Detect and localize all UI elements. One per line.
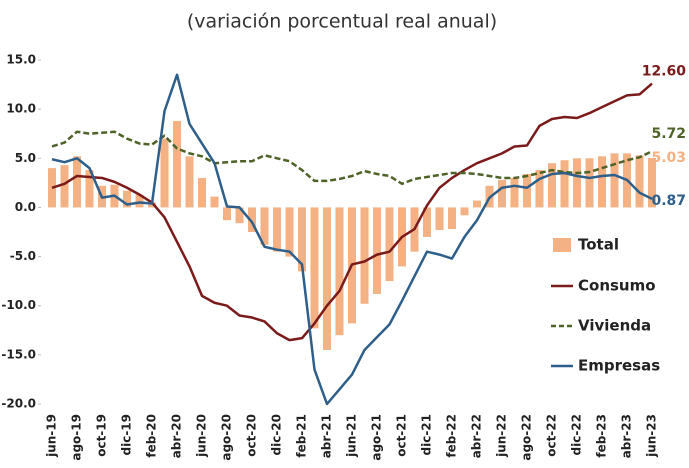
value-label: 5.72 bbox=[651, 126, 686, 142]
legend-swatch bbox=[553, 238, 571, 252]
bar bbox=[123, 190, 131, 208]
line-series bbox=[51, 130, 653, 186]
bar bbox=[160, 138, 169, 208]
bar bbox=[448, 207, 456, 230]
x-tick-label: jun-19 bbox=[45, 414, 59, 458]
bar bbox=[135, 194, 144, 208]
y-tick-label: 0.0 bbox=[15, 200, 36, 214]
bar bbox=[310, 207, 319, 329]
y-tick-label: -20.0 bbox=[1, 397, 36, 411]
x-tick-label: ago-19 bbox=[70, 414, 84, 461]
bar bbox=[298, 207, 306, 272]
x-tick-label: abr-20 bbox=[170, 414, 184, 458]
x-tick-label: oct-19 bbox=[95, 414, 109, 457]
bar bbox=[360, 207, 369, 304]
legend-label: Empresas bbox=[578, 357, 660, 375]
bar bbox=[423, 207, 431, 237]
x-tick-label: dic-21 bbox=[420, 414, 434, 456]
value-label: 0.87 bbox=[651, 193, 686, 209]
bar bbox=[335, 207, 344, 336]
y-tick-label: -5.0 bbox=[10, 249, 36, 263]
value-label: 12.60 bbox=[642, 64, 687, 80]
bar bbox=[248, 207, 256, 232]
bar bbox=[585, 158, 594, 208]
x-tick-label: jun-20 bbox=[195, 414, 209, 458]
y-tick-label: 5.0 bbox=[15, 151, 36, 165]
legend-label: Consumo bbox=[578, 277, 656, 295]
bar bbox=[260, 207, 269, 245]
x-tick-label: jun-21 bbox=[345, 414, 359, 458]
line-series bbox=[51, 73, 653, 406]
x-tick-label: ago-22 bbox=[520, 414, 534, 461]
bar bbox=[185, 156, 194, 208]
bar bbox=[198, 177, 206, 208]
bar bbox=[523, 174, 531, 208]
bar bbox=[60, 165, 69, 208]
bar bbox=[235, 207, 244, 224]
bar bbox=[610, 153, 619, 208]
bar bbox=[573, 158, 581, 208]
x-tick-label: feb-22 bbox=[445, 414, 459, 458]
bar bbox=[598, 156, 606, 208]
bar bbox=[648, 157, 656, 208]
bar bbox=[548, 163, 556, 208]
bar bbox=[635, 155, 644, 208]
bar bbox=[498, 179, 506, 208]
bar bbox=[73, 156, 81, 208]
y-tick-label: -10.0 bbox=[1, 298, 36, 312]
bar bbox=[210, 196, 219, 208]
x-tick-label: jun-22 bbox=[495, 414, 509, 458]
bar bbox=[510, 177, 519, 208]
bar bbox=[373, 207, 381, 294]
bar bbox=[148, 202, 156, 208]
x-tick-label: feb-21 bbox=[295, 414, 309, 458]
chart-title: (variación porcentual real anual) bbox=[187, 11, 497, 33]
x-tick-label: jun-23 bbox=[645, 414, 659, 458]
x-tick-label: abr-22 bbox=[470, 414, 484, 458]
legend-label: Vivienda bbox=[578, 317, 651, 335]
bar bbox=[385, 207, 394, 282]
bar bbox=[435, 207, 444, 231]
x-tick-label: oct-21 bbox=[395, 414, 409, 457]
x-tick-label: dic-19 bbox=[120, 414, 134, 456]
bar bbox=[285, 207, 294, 257]
y-tick-label: 15.0 bbox=[6, 53, 36, 67]
x-tick-label: feb-23 bbox=[595, 414, 609, 458]
bar bbox=[273, 207, 281, 252]
bar bbox=[173, 120, 181, 208]
bar bbox=[535, 170, 544, 208]
bar bbox=[460, 207, 469, 216]
x-tick-label: oct-20 bbox=[245, 414, 259, 457]
bar bbox=[323, 207, 331, 350]
x-tick-label: feb-20 bbox=[145, 414, 159, 458]
y-tick-label: 10.0 bbox=[6, 102, 36, 116]
x-tick-label: abr-21 bbox=[320, 414, 334, 458]
x-tick-label: ago-21 bbox=[370, 414, 384, 461]
legend-label: Total bbox=[578, 236, 619, 254]
x-tick-label: dic-22 bbox=[570, 414, 584, 456]
x-tick-label: abr-23 bbox=[620, 414, 634, 458]
x-tick-label: ago-20 bbox=[220, 414, 234, 461]
bar bbox=[560, 160, 569, 208]
x-tick-label: dic-20 bbox=[270, 414, 284, 456]
bar bbox=[85, 170, 94, 208]
bar bbox=[473, 200, 481, 208]
bar bbox=[223, 207, 231, 221]
value-label: 5.03 bbox=[651, 150, 686, 166]
x-tick-label: oct-22 bbox=[545, 414, 559, 457]
y-tick-label: -15.0 bbox=[1, 347, 36, 361]
